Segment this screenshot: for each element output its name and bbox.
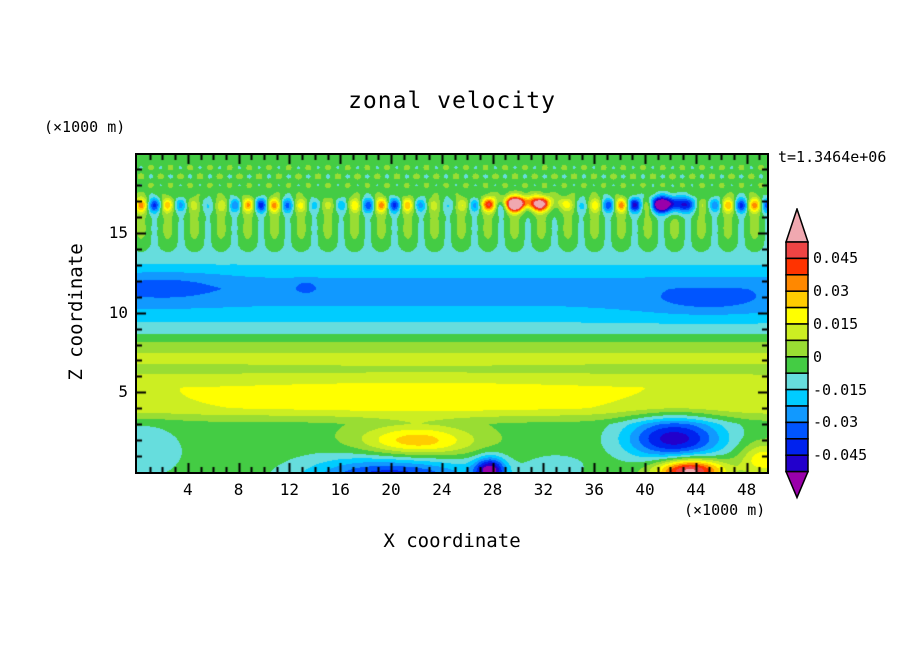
colorbar-segment: [785, 454, 809, 473]
x-axis-units-label: (×1000 m): [684, 501, 766, 519]
colorbar-segment: [785, 290, 809, 309]
colorbar-tick-label: -0.045: [813, 446, 868, 465]
colorbar-segment: [785, 405, 809, 424]
y-tick-label: 5: [118, 382, 128, 402]
y-tick-label: 10: [108, 302, 128, 322]
plot-area: [135, 153, 769, 474]
colorbar-tick-label: 0.045: [813, 249, 859, 268]
colorbar-under-arrow: [785, 470, 810, 500]
x-tick-label: 24: [432, 480, 452, 499]
chart-title: zonal velocity: [348, 88, 556, 114]
x-tick-label: 28: [483, 480, 503, 499]
colorbar-tick-label: 0.03: [813, 282, 850, 301]
colorbar-tick-label: -0.015: [813, 380, 868, 399]
x-tick-label: 12: [279, 480, 300, 499]
x-tick-label: 20: [381, 480, 401, 499]
colorbar-tick-label: -0.03: [813, 413, 859, 432]
colorbar-segment: [785, 339, 809, 358]
x-tick-label: 8: [233, 480, 244, 499]
x-axis-title: X coordinate: [383, 530, 521, 552]
colorbar-segment: [785, 388, 809, 407]
colorbar-segment: [785, 356, 809, 374]
x-tick-label: 36: [584, 480, 604, 499]
y-axis-title: Z coordinate: [65, 243, 87, 381]
colorbar-segment: [785, 438, 809, 456]
x-tick-label: 44: [686, 480, 706, 499]
colorbar: [785, 208, 810, 500]
y-tick-label: 15: [108, 223, 128, 243]
colorbar-segment: [785, 421, 809, 440]
time-annotation: t=1.3464e+06: [778, 148, 887, 166]
colorbar-segment: [785, 257, 809, 276]
x-tick-label: 40: [635, 480, 655, 499]
colorbar-segment: [785, 306, 809, 325]
colorbar-segment: [785, 274, 809, 292]
colorbar-segment: [785, 323, 809, 342]
colorbar-tick-label: 0: [813, 347, 823, 366]
x-tick-label: 4: [182, 480, 193, 499]
colorbar-segment: [785, 372, 809, 391]
x-tick-label: 32: [533, 480, 554, 499]
y-axis-units-label: (×1000 m): [44, 118, 126, 136]
colorbar-segment: [785, 241, 809, 260]
colorbar-over-arrow: [785, 208, 810, 243]
x-tick-label: 16: [330, 480, 350, 499]
colorbar-tick-label: 0.015: [813, 315, 859, 333]
x-tick-label: 48: [737, 480, 757, 499]
contour-plot-canvas: [137, 155, 767, 472]
